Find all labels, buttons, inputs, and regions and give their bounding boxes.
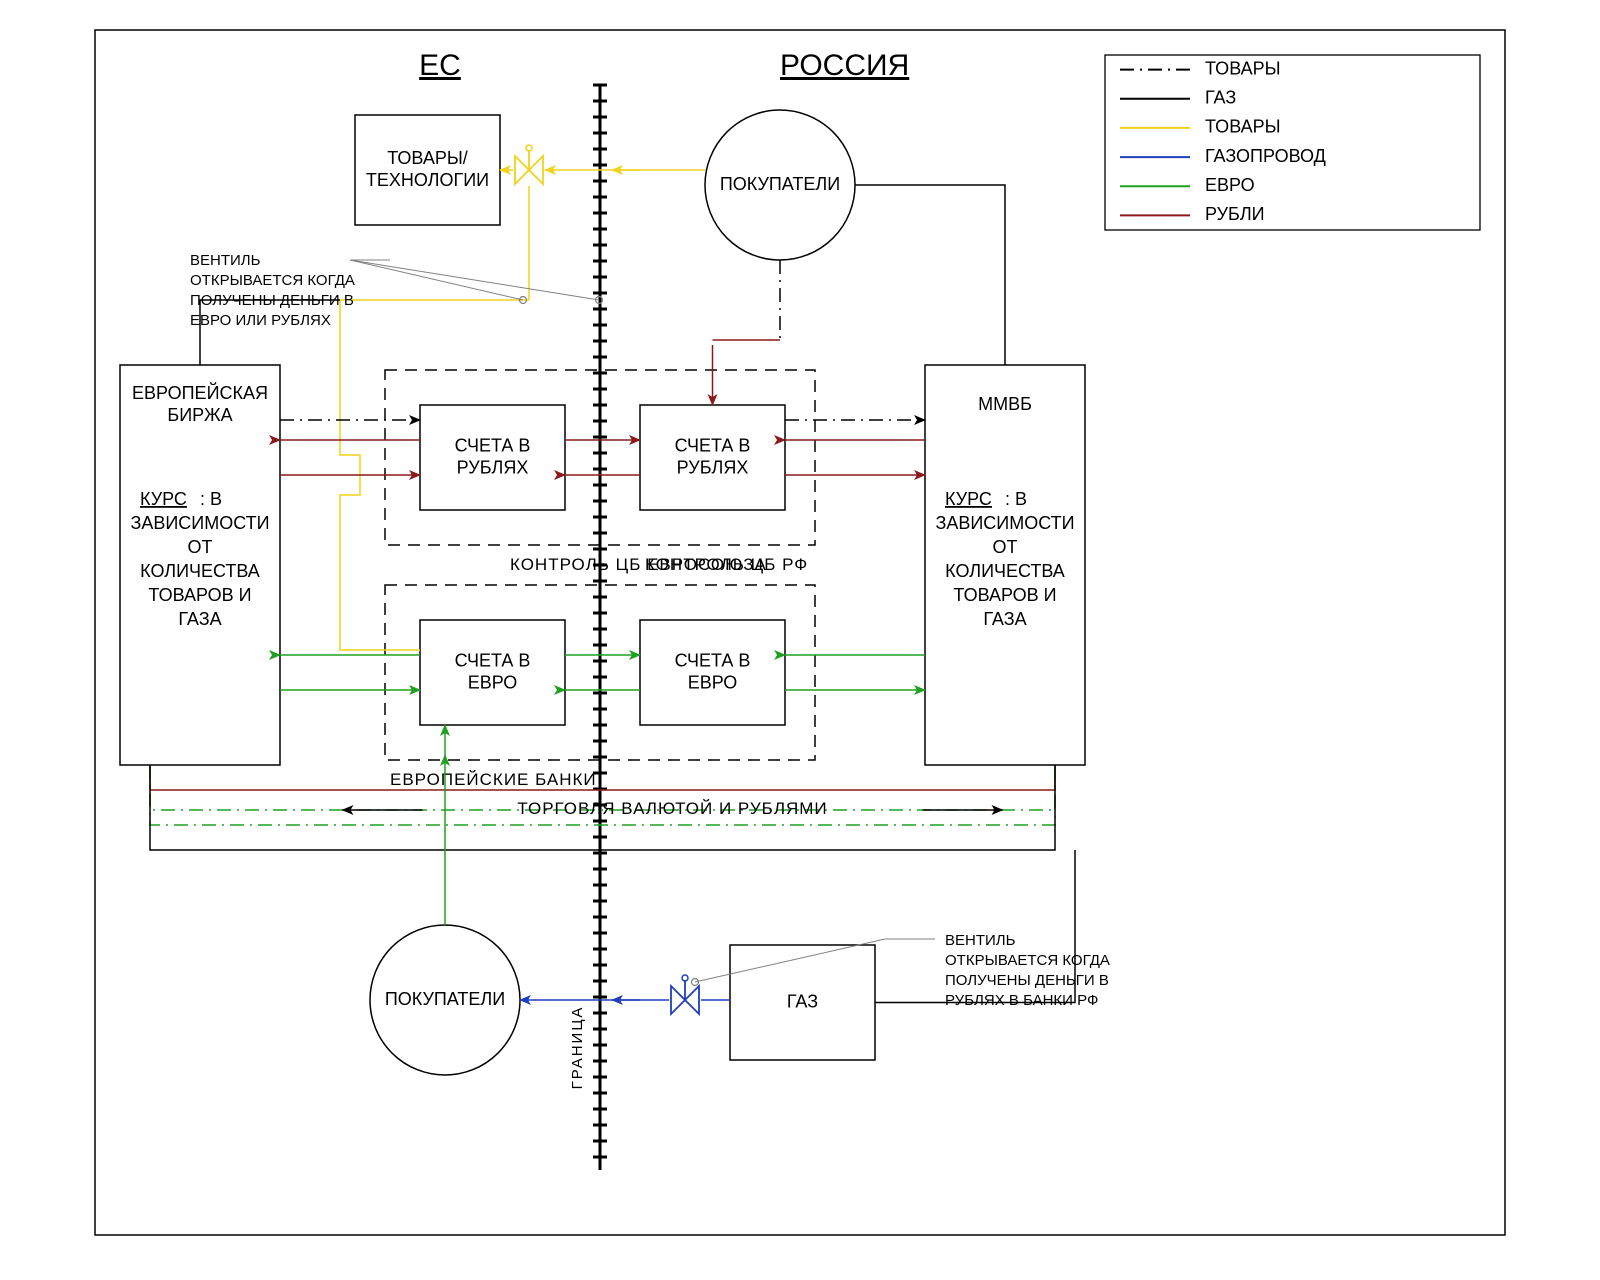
leader-top-2 <box>350 260 599 300</box>
cb-rf-label: КОНТРОЛЬ ЦБ РФ <box>645 555 808 574</box>
exchange-ec-rate-line: ТОВАРОВ И <box>148 585 251 605</box>
exchange-mmvb-rate-line: ЗАВИСИМОСТИ <box>935 513 1074 533</box>
label: СЧЕТА В <box>455 650 531 670</box>
title-russia: РОССИЯ <box>780 49 909 82</box>
legend-label: ГАЗ <box>1205 88 1236 108</box>
exchange-mmvb-rate-line: КОЛИЧЕСТВА <box>945 561 1065 581</box>
legend-label: ТОВАРЫ <box>1205 58 1281 78</box>
label: РУБЛЯХ <box>677 457 749 477</box>
exchange-ec-rate-line: ОТ <box>188 537 213 557</box>
exchange-mmvb-rate-line: ГАЗА <box>983 609 1026 629</box>
label: ТЕХНОЛОГИИ <box>366 170 489 190</box>
exchange-ec-rate-cont: : В <box>200 489 222 509</box>
label: СЧЕТА В <box>675 435 751 455</box>
note-top-line: ЕВРО ИЛИ РУБЛЯХ <box>190 312 331 329</box>
label: БИРЖА <box>167 405 232 425</box>
label: РУБЛЯХ <box>457 457 529 477</box>
bus-red <box>150 765 1055 790</box>
exchange-mmvb-rate-cont: : В <box>1005 489 1027 509</box>
legend-label: ГАЗОПРОВОД <box>1205 146 1326 166</box>
exchange-ec-rate-line: КОЛИЧЕСТВА <box>140 561 260 581</box>
note-bottom-line: ПОЛУЧЕНЫ ДЕНЬГИ В <box>945 972 1109 989</box>
diagram-canvas: ЕС РОССИЯ ГРАНИЦА ТОВАРЫ ГАЗ ТОВАРЫ ГАЗОПРОВОД… <box>0 0 1600 1280</box>
legend-label: РУБЛИ <box>1205 204 1265 224</box>
label: ЕВРО <box>688 672 738 692</box>
label: СЧЕТА В <box>455 435 531 455</box>
outer-frame <box>95 30 1505 1235</box>
exchange-ec-rate-label: КУРС <box>140 489 187 509</box>
exchange-mmvb-rate-line: ОТ <box>993 537 1018 557</box>
leader-top-1 <box>350 260 523 300</box>
label: ТОВАРЫ/ <box>387 148 468 168</box>
title-ec: ЕС <box>419 49 461 82</box>
eu-banks-label: ЕВРОПЕЙСКИЕ БАНКИ <box>390 770 597 789</box>
trade-label: ТОРГОВЛЯ ВАЛЮТОЙ И РУБЛЯМИ <box>517 799 827 818</box>
note-top-line: ВЕНТИЛЬ <box>190 252 261 269</box>
label: ММВБ <box>978 394 1032 414</box>
note-bottom-line: РУБЛЯХ В БАНКИ РФ <box>945 992 1098 1009</box>
line-to-mmvb <box>855 185 1005 365</box>
exchange-mmvb-rate-label: КУРС <box>945 489 992 509</box>
exchange-ec-rate-line: ЗАВИСИМОСТИ <box>130 513 269 533</box>
label: СЧЕТА В <box>675 650 751 670</box>
label: ЕВРО <box>468 672 518 692</box>
label: ЕВРОПЕЙСКАЯ <box>132 382 268 403</box>
legend-label: ЕВРО <box>1205 175 1255 195</box>
exchange-mmvb-rate-line: ТОВАРОВ И <box>953 585 1056 605</box>
gas-label: ГАЗ <box>787 991 818 1011</box>
note-top-line: ОТКРЫВАЕТСЯ КОГДА <box>190 272 355 289</box>
exchange-ec-rate-line: ГАЗА <box>178 609 221 629</box>
note-bottom-line: ОТКРЫВАЕТСЯ КОГДА <box>945 952 1110 969</box>
exl-up <box>200 300 340 365</box>
buyers-ru-label: ПОКУПАТЕЛИ <box>720 174 840 194</box>
legend-label: ТОВАРЫ <box>1205 117 1281 137</box>
buyers-ec-label: ПОКУПАТЕЛИ <box>385 989 505 1009</box>
border-label: ГРАНИЦА <box>569 1006 586 1090</box>
note-bottom-line: ВЕНТИЛЬ <box>945 932 1016 949</box>
legend-box <box>1105 55 1480 230</box>
